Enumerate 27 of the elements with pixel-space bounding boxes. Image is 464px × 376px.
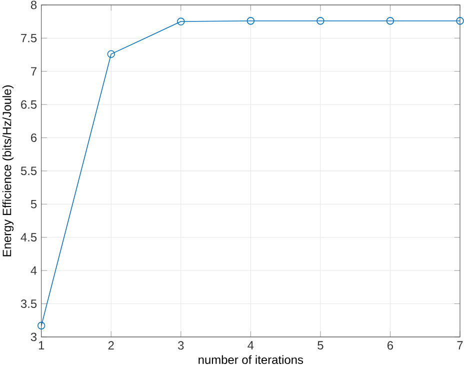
y-tick-label: 6 [31, 133, 37, 142]
x-tick-label: 4 [248, 341, 254, 350]
y-tick-label: 8 [30, 0, 37, 10]
x-tick-label: 7 [457, 341, 463, 350]
point [456, 17, 464, 25]
point [246, 17, 255, 25]
y-tick-label: 5.5 [20, 166, 37, 176]
y-tick-label: 3 [30, 332, 37, 342]
point [316, 17, 324, 25]
point [386, 17, 394, 25]
x-axis-title: number of iterations [198, 355, 304, 364]
point [177, 18, 185, 26]
y-tick-label: 3.5 [20, 299, 37, 308]
x-tick-label: 3 [178, 341, 184, 350]
x-tick-label: 2 [108, 341, 114, 350]
x-tick-label: 1 [38, 341, 44, 350]
y-axis-title: Energy Efficience (bits/Hz/Joule) [2, 85, 14, 256]
point [107, 50, 115, 58]
y-tick-label: 7.5 [21, 34, 37, 42]
y-tick-label: 6.5 [21, 100, 37, 109]
y-tick-label: 4 [30, 266, 37, 275]
x-tick-label: 5 [318, 341, 324, 350]
y-tick-label: 4.5 [20, 233, 37, 242]
y-tick-label: 7 [31, 67, 36, 76]
y-tick-label: 5 [30, 200, 37, 208]
point [37, 322, 46, 330]
x-tick-label: 6 [388, 341, 394, 350]
